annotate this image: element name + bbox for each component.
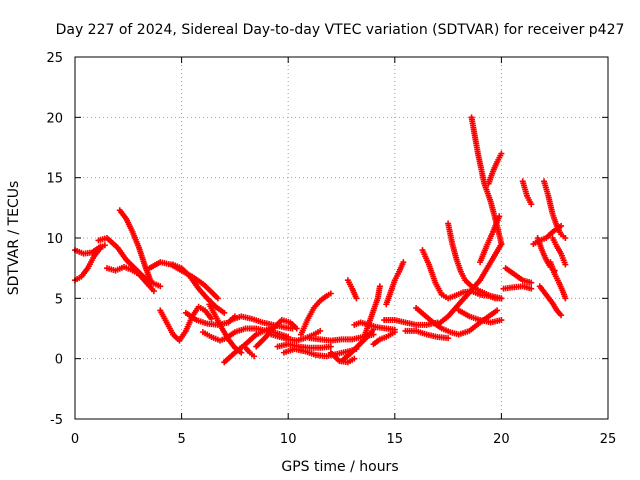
data-point (327, 343, 334, 350)
data-point (150, 288, 157, 295)
data-point (496, 213, 503, 220)
data-point (351, 355, 358, 362)
series-arc-al (502, 265, 535, 286)
data-point (528, 285, 535, 292)
data-point (562, 235, 569, 241)
series-arc-g (157, 303, 215, 344)
series-arc-ar (541, 178, 569, 241)
series-arc-e (116, 207, 155, 287)
data-points (72, 114, 569, 366)
x-axis-ticks: 0 5 10 15 20 25 (71, 57, 616, 447)
grid-lines (75, 57, 608, 419)
series-arc-n (242, 344, 258, 360)
data-point (101, 242, 108, 249)
series-arc-ai (485, 150, 505, 187)
data-point (562, 261, 569, 268)
data-point (317, 327, 324, 334)
series-arc-z (370, 329, 398, 348)
series-arc-am (500, 283, 535, 292)
y-tick-label: 10 (46, 232, 63, 247)
series-arc-aa (383, 259, 407, 308)
series-arc-ag (445, 220, 505, 302)
series-arc-at (549, 235, 569, 268)
data-point (376, 283, 383, 290)
x-tick-label: 10 (280, 432, 297, 447)
data-point (238, 349, 245, 356)
data-point (327, 290, 334, 297)
series-arc-x (351, 319, 398, 333)
x-axis-label: GPS time / hours (281, 459, 398, 475)
series-arc-ab (381, 317, 441, 328)
data-point (293, 325, 300, 332)
series-arc-ah (468, 114, 505, 248)
data-point (353, 295, 360, 302)
data-point (221, 309, 228, 316)
y-tick-label: 25 (46, 51, 63, 66)
y-tick-label: 20 (46, 111, 63, 126)
x-tick-label: 25 (600, 432, 617, 447)
data-point (528, 279, 535, 286)
x-tick-label: 5 (177, 432, 185, 447)
x-tick-label: 20 (493, 432, 510, 447)
series-arc-as (547, 259, 569, 302)
series-arc-h (170, 261, 228, 316)
x-tick-label: 15 (387, 432, 404, 447)
plot-frame (74, 56, 609, 420)
series-arc-an (519, 178, 535, 208)
series-arc-s (297, 290, 334, 338)
x-tick-label: 0 (71, 432, 79, 447)
series-arc-aq (536, 283, 565, 319)
data-point (208, 315, 215, 322)
data-point (558, 312, 565, 319)
data-point (528, 201, 535, 208)
series-arc-l (221, 321, 281, 366)
series-arc-ac (402, 327, 452, 342)
data-point (498, 150, 505, 157)
series-arc-ak (455, 307, 505, 326)
series-arc-d (103, 263, 157, 295)
series-arc-v (338, 326, 377, 365)
series-arc-w (344, 277, 360, 302)
data-point (214, 295, 221, 302)
data-point (251, 353, 258, 360)
data-point (445, 335, 452, 342)
data-point (157, 283, 164, 290)
data-point (498, 241, 505, 248)
series-arc-y (361, 283, 383, 338)
data-point (498, 317, 505, 324)
data-point (391, 329, 398, 336)
series-arc-a (72, 242, 108, 284)
y-tick-label: -5 (50, 413, 63, 428)
y-axis-label: SDTVAR / TECUs (6, 181, 22, 296)
series-arc-b (72, 243, 104, 257)
chart-title: Day 227 of 2024, Sidereal Day-to-day VTE… (56, 22, 625, 38)
data-point (400, 259, 407, 266)
series-arc-f (146, 259, 221, 302)
data-point (494, 307, 501, 314)
y-tick-label: 5 (55, 292, 63, 307)
series-arc-aj (477, 213, 503, 266)
data-point (562, 295, 569, 302)
y-axis-ticks: -5 0 5 10 15 20 25 (46, 51, 608, 428)
data-point (498, 295, 505, 302)
data-point (148, 280, 155, 287)
y-tick-label: 15 (46, 172, 63, 187)
series-arc-p (268, 327, 324, 344)
data-point (97, 243, 104, 250)
y-tick-label: 0 (55, 353, 63, 368)
